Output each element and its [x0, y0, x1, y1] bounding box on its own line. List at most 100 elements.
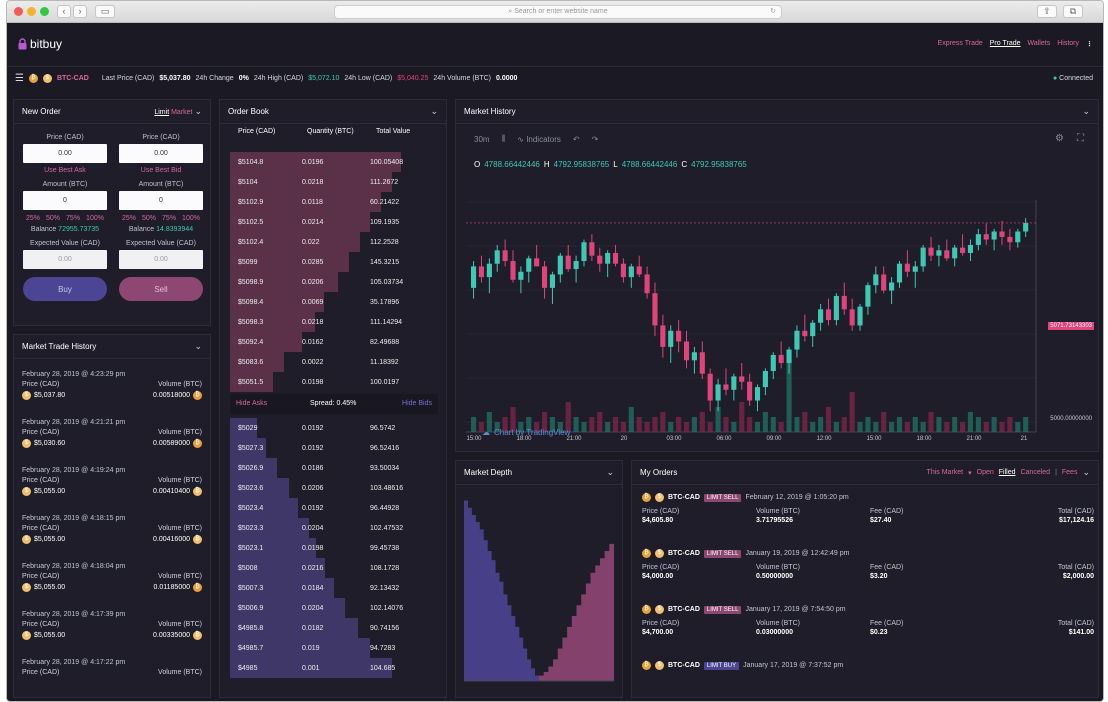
sidebar-icon[interactable]: ▭ [95, 5, 115, 18]
logo[interactable]: bitbuy [18, 37, 62, 51]
limit-tab[interactable]: Limit [154, 109, 170, 116]
filter-filled[interactable]: Filled [998, 469, 1016, 476]
market-tab[interactable]: Market [171, 109, 193, 116]
tabs-icon[interactable]: ⧉ [1063, 5, 1083, 18]
bid-row[interactable]: $5006.9 0.0204 102.14076 [230, 598, 410, 618]
chevron-down-icon[interactable]: ⌄ [194, 106, 202, 116]
ohlc-o-value: 4788.66442446 [484, 160, 540, 169]
sell-pct-75[interactable]: 75% [162, 215, 177, 222]
buy-price-input[interactable]: 0.00 [23, 144, 107, 163]
ask-row[interactable]: $5083.6 0.0022 11.18392 [230, 352, 410, 372]
sell-amount-input[interactable]: 0 [119, 191, 203, 210]
filter-caret-icon[interactable]: ▾ [968, 469, 972, 477]
filter-fees[interactable]: Fees [1061, 469, 1078, 476]
sell-pct-50[interactable]: 50% [142, 215, 157, 222]
sell-pct-100[interactable]: 100% [182, 215, 200, 222]
forward-icon[interactable]: › [73, 5, 87, 18]
filter-open[interactable]: Open [976, 469, 994, 476]
redo-icon[interactable]: ↷ [591, 134, 599, 144]
nav-express-trade[interactable]: Express Trade [937, 40, 983, 47]
minimize-window-icon[interactable] [27, 7, 36, 16]
ask-row[interactable]: $5104 0.0218 111.2672 [230, 172, 410, 192]
bid-row[interactable]: $5007.3 0.0184 92.13432 [230, 578, 410, 598]
hide-asks-link[interactable]: Hide Asks [236, 400, 268, 407]
candle-body [825, 309, 832, 321]
use-best-ask-link[interactable]: Use Best Ask [44, 167, 86, 174]
ask-row[interactable]: $5102.4 0.022 112.2528 [230, 232, 410, 252]
sell-pct-25[interactable]: 25% [122, 215, 137, 222]
bid-row[interactable]: $4985.8 0.0182 90.74156 [230, 618, 410, 638]
x-tick-label: 15:00 [466, 436, 482, 440]
chevron-down-icon[interactable]: ⌄ [1082, 467, 1090, 477]
ask-row[interactable]: $5051.5 0.0198 100.0197 [230, 372, 410, 392]
candle-body [541, 266, 548, 288]
x-tick-label: 09:00 [766, 436, 782, 440]
order-item[interactable]: ₿ $ BTC-CAD LIMIT SELL February 12, 2019 @ 1… [642, 493, 1094, 524]
bid-row[interactable]: $5026.9 0.0186 93.50034 [230, 458, 410, 478]
candle-body [652, 293, 658, 326]
use-best-bid-link[interactable]: Use Best Bid [140, 167, 182, 174]
indicators-button[interactable]: ∿ Indicators [517, 135, 561, 144]
undo-icon[interactable]: ↶ [572, 134, 580, 144]
gear-icon[interactable]: ⚙ [1055, 133, 1064, 144]
bid-row[interactable]: $5023.6 0.0206 103.48616 [230, 478, 410, 498]
chevron-down-icon[interactable]: ⌄ [194, 341, 202, 351]
candles-icon[interactable]: ⫼ [501, 134, 506, 143]
ask-row[interactable]: $5098.9 0.0206 105.03734 [230, 272, 410, 292]
fullscreen-icon[interactable]: ⛶ [1077, 133, 1084, 144]
interval-select[interactable]: 30m [474, 134, 490, 144]
bid-row[interactable]: $5023.4 0.0192 96.44928 [230, 498, 410, 518]
hide-bids-link[interactable]: Hide Bids [402, 400, 432, 407]
candlestick-chart[interactable]: 15:00 18:00 21:00 20 03:00 06:00 09:00 12:00 15:… [466, 150, 1092, 440]
ask-row[interactable]: $5104.8 0.0196 100.05408 [230, 152, 410, 172]
order-book-price: $5023.1 [238, 544, 264, 552]
bid-row[interactable]: $4985 0.001 104.685 [230, 658, 410, 678]
filter-this-market[interactable]: This Market [926, 469, 964, 476]
x-tick-label: 21:00 [566, 436, 582, 440]
sell-price-input[interactable]: 0.00 [119, 144, 203, 163]
bid-row[interactable]: $5029 0.0192 96.5742 [230, 418, 410, 438]
sell-button[interactable]: Sell [119, 277, 203, 301]
buy-pct-75[interactable]: 75% [66, 215, 81, 222]
share-icon[interactable]: ⇪ [1037, 5, 1057, 18]
order-item[interactable]: ₿ $ BTC-CAD LIMIT SELL January 17, 2019 @ 7:… [642, 605, 1094, 636]
ask-row[interactable]: $5102.9 0.0118 60.21422 [230, 192, 410, 212]
order-item[interactable]: ₿ $ BTC-CAD LIMIT SELL January 19, 2019 @ 12… [642, 549, 1094, 580]
trade-date: February 28, 2019 @ 4:23:29 pm [22, 371, 126, 378]
buy-pct-100[interactable]: 100% [86, 215, 104, 222]
depth-chart[interactable] [464, 491, 614, 691]
address-bar[interactable]: ⌕ Search or enter website name ↻ [334, 5, 782, 19]
order-item[interactable]: ₿ $ BTC-CAD LIMIT BUY January 17, 2019 @ 7:3… [642, 661, 1094, 670]
bid-row[interactable]: $5023.3 0.0204 102.47532 [230, 518, 410, 538]
ask-row[interactable]: $5098.4 0.0069 35.17896 [230, 292, 410, 312]
nav-pro-trade[interactable]: Pro Trade [989, 40, 1021, 47]
bid-row[interactable]: $5027.3 0.0192 96.52416 [230, 438, 410, 458]
volume-bar [652, 417, 658, 432]
reload-icon[interactable]: ↻ [770, 8, 776, 15]
kebab-icon[interactable]: ⋮ [1086, 41, 1093, 48]
buy-amount-input[interactable]: 0 [23, 191, 107, 210]
bid-row[interactable]: $5023.1 0.0198 99.45738 [230, 538, 410, 558]
nav-history[interactable]: History [1057, 40, 1079, 47]
back-icon[interactable]: ‹ [57, 5, 71, 18]
bid-row[interactable]: $4985.7 0.019 94.7283 [230, 638, 410, 658]
zoom-window-icon[interactable] [40, 7, 49, 16]
close-window-icon[interactable] [14, 7, 23, 16]
x-tick-label: 21 [1021, 436, 1028, 440]
chevron-down-icon[interactable]: ⌄ [430, 106, 438, 116]
hamburger-icon[interactable]: ☰ [15, 73, 24, 84]
buy-pct-25[interactable]: 25% [26, 215, 41, 222]
buy-button[interactable]: Buy [23, 277, 107, 301]
chevron-down-icon[interactable]: ⌄ [1082, 106, 1090, 116]
ask-row[interactable]: $5092.4 0.0162 82.49688 [230, 332, 410, 352]
filter-canceled[interactable]: Canceled [1020, 469, 1051, 476]
nav-wallets[interactable]: Wallets [1027, 40, 1051, 47]
ask-row[interactable]: $5102.5 0.0214 109.1935 [230, 212, 410, 232]
ask-row[interactable]: $5098.3 0.0218 111.14294 [230, 312, 410, 332]
chevron-down-icon[interactable]: ⌄ [606, 467, 614, 477]
bid-row[interactable]: $5008 0.0216 108.1728 [230, 558, 410, 578]
ticker-pair[interactable]: BTC-CAD [56, 75, 89, 82]
buy-pct-50[interactable]: 50% [46, 215, 61, 222]
ask-row[interactable]: $5099 0.0285 145.3215 [230, 252, 410, 272]
spread-row: Hide Asks Spread: 0.45% Hide Bids [230, 394, 438, 414]
